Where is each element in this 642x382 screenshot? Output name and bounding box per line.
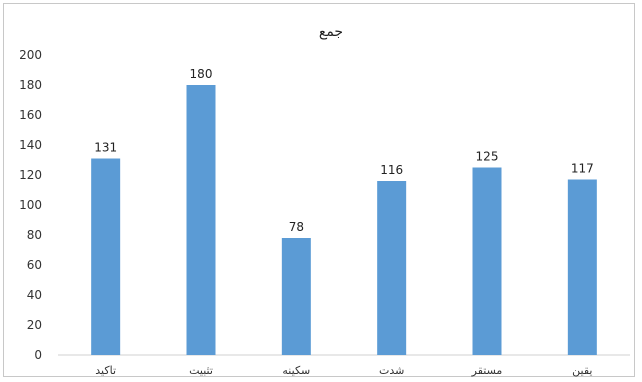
y-tick-label: 180	[19, 78, 42, 92]
y-tick-label: 80	[27, 228, 42, 242]
y-tick-label: 120	[19, 168, 42, 182]
y-tick-label: 40	[27, 288, 42, 302]
y-axis: 0 20 40 60 80 100 120 140 160 180 200	[19, 48, 42, 362]
chart-frame: جمع 0 20 40 60 80 100 120 140 160 180 200 131 180 78…	[3, 3, 635, 377]
data-label: 116	[380, 163, 403, 177]
category-label: شدت	[379, 364, 404, 377]
category-label: سکینه	[282, 364, 310, 377]
bar	[91, 158, 121, 355]
category-label: مستقر	[471, 364, 503, 377]
data-label: 180	[190, 67, 213, 81]
bar	[186, 85, 216, 355]
data-label: 131	[94, 141, 117, 155]
data-label: 117	[571, 162, 594, 176]
data-labels: 131 180 78 116 125 117	[94, 67, 594, 234]
bar	[281, 238, 311, 355]
category-label: تاکید	[95, 364, 116, 377]
y-tick-label: 100	[19, 198, 42, 212]
bar-chart: جمع 0 20 40 60 80 100 120 140 160 180 200 131 180 78…	[19, 24, 630, 377]
bar	[472, 167, 502, 355]
data-label: 125	[476, 150, 499, 164]
y-tick-label: 200	[19, 48, 42, 62]
data-label: 78	[289, 220, 304, 234]
y-tick-label: 140	[19, 138, 42, 152]
chart-title: جمع	[319, 24, 343, 40]
y-tick-label: 20	[27, 318, 42, 332]
x-axis: تاکید تثبیت سکینه شدت مستقر یقین	[95, 364, 592, 377]
bars	[91, 85, 597, 355]
y-tick-label: 60	[27, 258, 42, 272]
y-tick-label: 0	[34, 348, 42, 362]
category-label: یقین	[572, 364, 592, 377]
y-tick-label: 160	[19, 108, 42, 122]
bar	[377, 181, 407, 355]
category-label: تثبیت	[189, 364, 213, 377]
bar	[567, 179, 597, 355]
